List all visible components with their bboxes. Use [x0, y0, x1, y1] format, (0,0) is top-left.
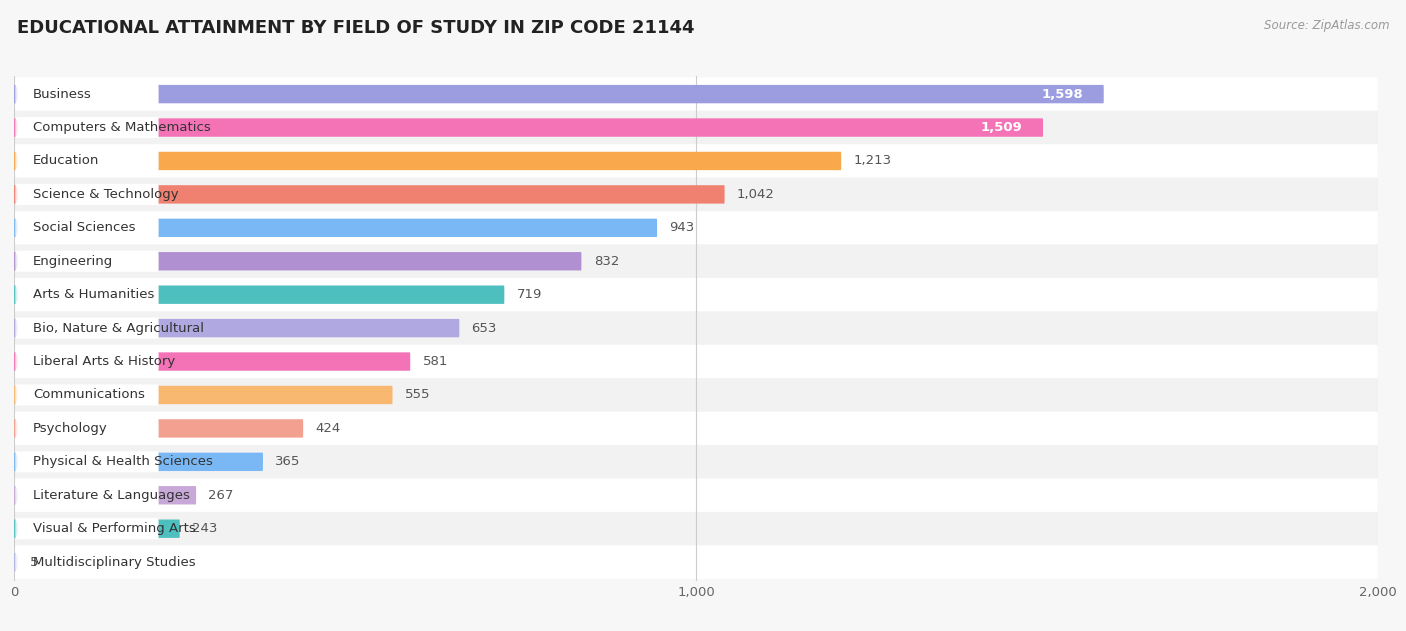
FancyBboxPatch shape: [14, 378, 1378, 411]
FancyBboxPatch shape: [14, 144, 1378, 178]
FancyBboxPatch shape: [15, 150, 159, 172]
FancyBboxPatch shape: [14, 486, 195, 504]
FancyBboxPatch shape: [15, 551, 159, 573]
Text: Source: ZipAtlas.com: Source: ZipAtlas.com: [1264, 19, 1389, 32]
FancyBboxPatch shape: [14, 152, 841, 170]
FancyBboxPatch shape: [14, 352, 411, 371]
FancyBboxPatch shape: [14, 178, 1378, 211]
FancyBboxPatch shape: [14, 78, 1378, 111]
Text: Psychology: Psychology: [34, 422, 108, 435]
Text: Education: Education: [34, 155, 100, 167]
Text: 1,213: 1,213: [853, 155, 891, 167]
Text: 719: 719: [516, 288, 541, 301]
FancyBboxPatch shape: [14, 411, 1378, 445]
Text: 5: 5: [30, 556, 38, 569]
FancyBboxPatch shape: [14, 278, 1378, 312]
Text: 555: 555: [405, 389, 430, 401]
FancyBboxPatch shape: [14, 452, 263, 471]
Text: Science & Technology: Science & Technology: [34, 188, 179, 201]
Text: 943: 943: [669, 221, 695, 234]
Text: 267: 267: [208, 489, 233, 502]
Text: 653: 653: [471, 322, 496, 334]
Text: Liberal Arts & History: Liberal Arts & History: [34, 355, 176, 368]
FancyBboxPatch shape: [14, 211, 1378, 245]
Text: EDUCATIONAL ATTAINMENT BY FIELD OF STUDY IN ZIP CODE 21144: EDUCATIONAL ATTAINMENT BY FIELD OF STUDY…: [17, 19, 695, 37]
FancyBboxPatch shape: [14, 186, 724, 204]
Text: Social Sciences: Social Sciences: [34, 221, 135, 234]
FancyBboxPatch shape: [15, 451, 159, 473]
Text: 424: 424: [315, 422, 340, 435]
FancyBboxPatch shape: [14, 119, 1043, 137]
Text: Communications: Communications: [34, 389, 145, 401]
FancyBboxPatch shape: [14, 519, 180, 538]
FancyBboxPatch shape: [15, 418, 159, 439]
Text: Visual & Performing Arts: Visual & Performing Arts: [34, 522, 195, 535]
Text: Arts & Humanities: Arts & Humanities: [34, 288, 155, 301]
FancyBboxPatch shape: [14, 512, 1378, 545]
FancyBboxPatch shape: [14, 545, 1378, 579]
Text: Engineering: Engineering: [34, 255, 114, 268]
Text: 1,598: 1,598: [1042, 88, 1083, 100]
FancyBboxPatch shape: [15, 317, 159, 339]
FancyBboxPatch shape: [15, 384, 159, 406]
FancyBboxPatch shape: [14, 111, 1378, 144]
FancyBboxPatch shape: [14, 386, 392, 404]
Text: 581: 581: [423, 355, 449, 368]
Text: Literature & Languages: Literature & Languages: [34, 489, 190, 502]
FancyBboxPatch shape: [14, 312, 1378, 345]
FancyBboxPatch shape: [14, 85, 1104, 103]
Text: 1,509: 1,509: [981, 121, 1022, 134]
FancyBboxPatch shape: [15, 83, 159, 105]
Text: 832: 832: [593, 255, 619, 268]
Text: Business: Business: [34, 88, 91, 100]
FancyBboxPatch shape: [14, 419, 304, 438]
Text: Computers & Mathematics: Computers & Mathematics: [34, 121, 211, 134]
FancyBboxPatch shape: [15, 284, 159, 305]
Text: Bio, Nature & Agricultural: Bio, Nature & Agricultural: [34, 322, 204, 334]
Text: 365: 365: [276, 456, 301, 468]
FancyBboxPatch shape: [14, 319, 460, 338]
FancyBboxPatch shape: [14, 245, 1378, 278]
FancyBboxPatch shape: [15, 251, 159, 272]
Text: Multidisciplinary Studies: Multidisciplinary Studies: [34, 556, 195, 569]
FancyBboxPatch shape: [15, 351, 159, 372]
FancyBboxPatch shape: [14, 218, 657, 237]
FancyBboxPatch shape: [14, 553, 17, 571]
FancyBboxPatch shape: [15, 217, 159, 239]
Text: Physical & Health Sciences: Physical & Health Sciences: [34, 456, 214, 468]
FancyBboxPatch shape: [15, 117, 159, 138]
FancyBboxPatch shape: [14, 345, 1378, 378]
FancyBboxPatch shape: [15, 518, 159, 540]
FancyBboxPatch shape: [15, 485, 159, 506]
FancyBboxPatch shape: [14, 252, 582, 271]
FancyBboxPatch shape: [15, 184, 159, 205]
FancyBboxPatch shape: [14, 478, 1378, 512]
FancyBboxPatch shape: [14, 285, 505, 304]
Text: 1,042: 1,042: [737, 188, 775, 201]
Text: 243: 243: [193, 522, 218, 535]
FancyBboxPatch shape: [14, 445, 1378, 478]
